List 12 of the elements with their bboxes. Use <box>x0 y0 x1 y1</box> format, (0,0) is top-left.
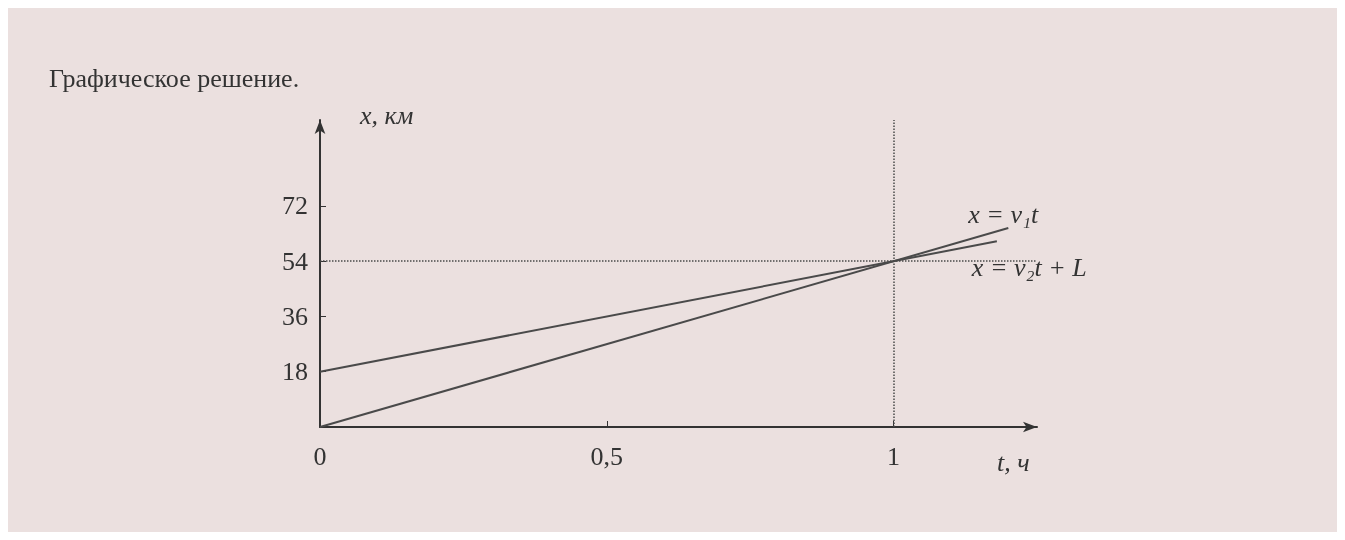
x-tick-label: 1 <box>887 441 901 471</box>
y-axis-title: x, км <box>359 100 414 130</box>
y-tick-label: 54 <box>282 246 308 276</box>
y-tick-label: 72 <box>282 191 308 221</box>
x-tick-label: 0,5 <box>590 441 624 471</box>
x-tick-label: 0 <box>313 441 327 471</box>
annotation: x = v₂t + L <box>970 252 1087 282</box>
y-tick-label: 36 <box>282 301 308 331</box>
x-axis-title: t, ч <box>997 447 1030 477</box>
annotation: x = v₁t <box>967 199 1039 229</box>
chart-title: Графическое решение. <box>49 63 300 93</box>
y-tick-label: 18 <box>282 357 308 387</box>
